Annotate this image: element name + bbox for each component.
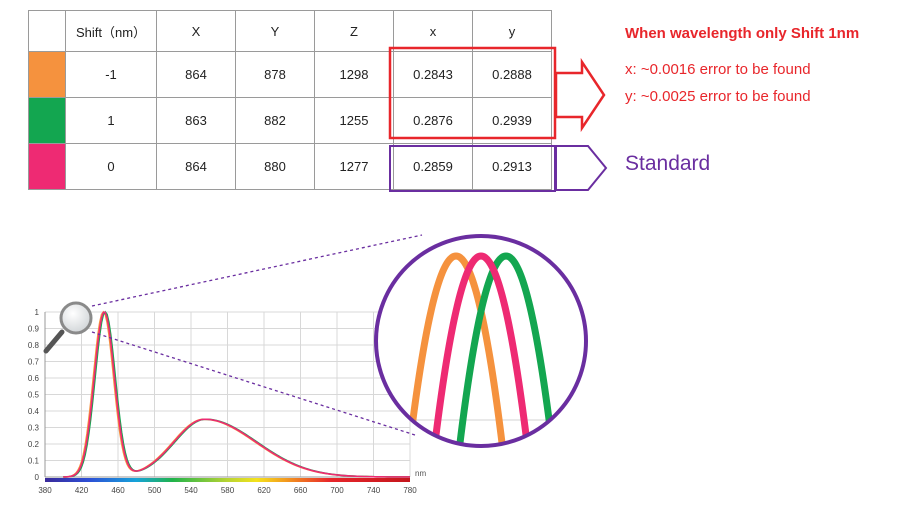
error-highlight-box (388, 46, 557, 140)
x-error-note: x: ~0.0016 error to be found (625, 61, 811, 78)
spectrum-curve (63, 311, 410, 478)
table-cell: 863 (156, 97, 236, 144)
y-tick-label: 0.7 (28, 358, 40, 367)
table-cell: 0.2913 (472, 143, 552, 190)
zoomed-peak-curve (404, 252, 508, 446)
color-swatch (28, 51, 66, 98)
table-cell: 1298 (314, 51, 394, 98)
spectrum-chart: 0 0.1 0.2 0.3 0.4 0.5 0.6 0.7 0.8 0.9 1 380 420 460 5… (28, 308, 427, 495)
error-arrow-icon (554, 57, 606, 133)
y-tick-label: 0 (35, 473, 40, 482)
y-tick-label: 0.2 (28, 440, 40, 449)
header-cell-swatch (28, 10, 66, 52)
table-row: 1 863 882 1255 0.2876 0.2939 (28, 97, 552, 144)
x-tick-label: 620 (257, 486, 271, 495)
table-cell: 0.2859 (393, 143, 473, 190)
x-tick-label: 740 (367, 486, 381, 495)
y-axis-ticks: 0 0.1 0.2 0.3 0.4 0.5 0.6 0.7 0.8 0.9 1 (28, 308, 40, 482)
y-tick-label: 0.3 (28, 424, 40, 433)
zoom-circle (374, 234, 588, 448)
x-axis-ticks: 380 420 460 500 540 580 620 660 700 740 780 (38, 486, 417, 495)
chart-series (63, 310, 410, 478)
shift-note-title: When wavelength only Shift 1nm (625, 25, 860, 42)
x-tick-label: 700 (330, 486, 344, 495)
y-tick-label: 1 (35, 308, 40, 317)
magnifier-icon (43, 301, 93, 354)
table-cell: 0.2888 (472, 51, 552, 98)
y-tick-label: 0.9 (28, 325, 40, 334)
x-tick-label: 780 (403, 486, 417, 495)
standard-arrow-icon (555, 145, 608, 191)
header-cell-y: y (472, 10, 552, 52)
y-tick-label: 0.4 (28, 407, 40, 416)
table-cell: 882 (235, 97, 315, 144)
x-tick-label: 580 (221, 486, 235, 495)
y-tick-label: 0.1 (28, 457, 40, 466)
table-cell: 0 (65, 143, 157, 190)
standard-highlight-box (389, 145, 556, 192)
chart-grid (44, 311, 411, 478)
x-tick-label: 380 (38, 486, 52, 495)
color-swatch (28, 97, 66, 144)
zoomed-peak-curve (454, 252, 558, 446)
zoomed-peaks (376, 252, 586, 446)
x-tick-label: 420 (75, 486, 89, 495)
table-cell: -1 (65, 51, 157, 98)
x-tick-label: 460 (111, 486, 125, 495)
zoom-circle-bg (376, 236, 586, 446)
table-cell: 0.2939 (472, 97, 552, 144)
header-cell-Y: Y (235, 10, 315, 52)
table-cell: 0.2876 (393, 97, 473, 144)
header-cell-x: x (393, 10, 473, 52)
zoom-connector-line (91, 331, 416, 436)
visible-spectrum-bar (45, 478, 410, 482)
x-tick-label: 540 (184, 486, 198, 495)
table-cell: 864 (156, 143, 236, 190)
table-row: 0 864 880 1277 0.2859 0.2913 (28, 143, 552, 190)
color-swatch (28, 143, 66, 190)
y-tick-label: 0.8 (28, 341, 40, 350)
x-tick-label: 660 (294, 486, 308, 495)
zoomed-peak-curve (429, 252, 533, 446)
y-tick-label: 0.6 (28, 374, 40, 383)
y-error-note: y: ~0.0025 error to be found (625, 88, 811, 105)
data-table: Shift（nm） X Y Z x y -1 864 878 1298 0.28… (28, 10, 552, 190)
x-axis-unit-label: nm (415, 469, 426, 478)
zoom-connector-line (91, 234, 423, 307)
x-tick-label: 500 (148, 486, 162, 495)
y-tick-label: 0.5 (28, 391, 40, 400)
table-cell: 880 (235, 143, 315, 190)
table-cell: 878 (235, 51, 315, 98)
standard-label: Standard (625, 152, 711, 175)
table-row: -1 864 878 1298 0.2843 0.2888 (28, 51, 552, 98)
table-cell: 864 (156, 51, 236, 98)
